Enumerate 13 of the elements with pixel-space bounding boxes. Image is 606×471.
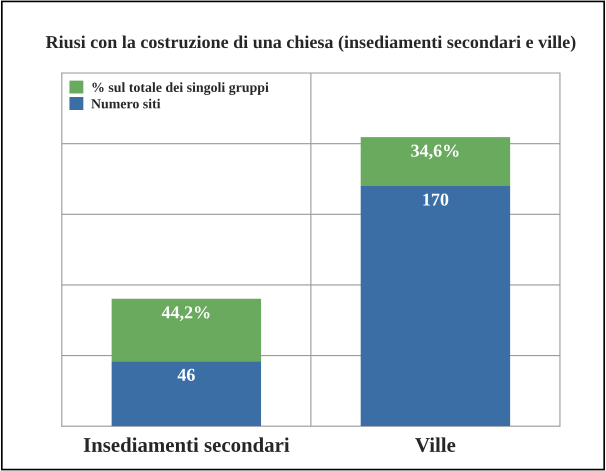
data-label: 34,6% xyxy=(411,144,459,160)
legend-label: % sul totale dei singoli gruppi xyxy=(92,82,269,95)
bar xyxy=(112,361,262,426)
x-tick-label: Ville xyxy=(415,437,456,452)
data-label: 170 xyxy=(423,194,448,206)
bar xyxy=(112,298,262,362)
data-label: 44,2% xyxy=(162,306,210,322)
x-tick-label: Insediamenti secondari xyxy=(84,437,290,452)
bar xyxy=(360,137,510,186)
legend-label: Numero siti xyxy=(91,98,160,108)
bar xyxy=(360,186,510,426)
data-label: 46 xyxy=(178,368,195,381)
chart-title: Riusi con la costruzione di una chiesa (insediamenti secondari e ville) xyxy=(46,35,576,52)
